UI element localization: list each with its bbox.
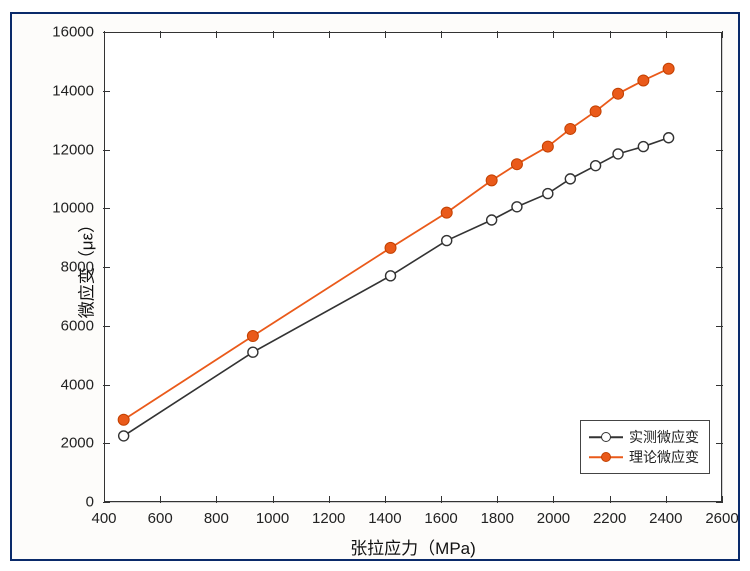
series-marker-0: [248, 347, 258, 357]
series-line-0: [124, 138, 669, 436]
series-marker-1: [542, 141, 553, 152]
x-tick-top: [610, 31, 611, 38]
series-marker-1: [247, 331, 258, 342]
series-marker-0: [664, 133, 674, 143]
y-tick-label: 14000: [52, 82, 94, 99]
legend-item: 实测微应变: [589, 427, 699, 447]
x-tick-top: [273, 31, 274, 38]
series-marker-0: [565, 174, 575, 184]
y-tick-label: 12000: [52, 141, 94, 158]
series-marker-1: [511, 159, 522, 170]
y-tick: [103, 32, 110, 33]
legend-item: 理论微应变: [589, 447, 699, 467]
y-tick-right: [716, 32, 723, 33]
legend-label: 理论微应变: [629, 447, 699, 467]
y-tick-right: [716, 326, 723, 327]
y-tick-label: 6000: [61, 317, 94, 334]
series-marker-1: [590, 106, 601, 117]
x-tick-top: [329, 31, 330, 38]
series-marker-1: [118, 414, 129, 425]
series-marker-1: [565, 123, 576, 134]
x-axis-label: 张拉应力（MPa): [350, 534, 476, 559]
plot-area: 微应变（με） 张拉应力（MPa) 实测微应变理论微应变 40060080010…: [104, 32, 722, 502]
legend-swatch: [589, 427, 623, 447]
x-tick-top: [497, 31, 498, 38]
x-tick-top: [216, 31, 217, 38]
legend-swatch: [589, 447, 623, 467]
x-tick-label: 2400: [649, 510, 682, 527]
series-line-1: [124, 69, 669, 420]
y-tick-label: 8000: [61, 259, 94, 276]
legend-label: 实测微应变: [629, 427, 699, 447]
chart-frame: 微应变（με） 张拉应力（MPa) 实测微应变理论微应变 40060080010…: [10, 12, 740, 561]
x-tick: [160, 496, 161, 503]
series-marker-0: [512, 202, 522, 212]
x-tick: [273, 496, 274, 503]
series-marker-1: [638, 75, 649, 86]
x-tick: [329, 496, 330, 503]
x-tick-label: 2600: [705, 510, 738, 527]
legend: 实测微应变理论微应变: [580, 420, 710, 474]
x-tick: [216, 496, 217, 503]
y-tick-label: 10000: [52, 200, 94, 217]
y-tick: [103, 91, 110, 92]
y-tick-right: [716, 267, 723, 268]
y-tick-right: [716, 502, 723, 503]
x-tick: [497, 496, 498, 503]
x-tick-label: 1600: [424, 510, 457, 527]
x-tick: [666, 496, 667, 503]
y-tick-label: 0: [86, 494, 94, 511]
series-marker-1: [613, 88, 624, 99]
y-tick: [103, 443, 110, 444]
series-marker-0: [591, 161, 601, 171]
series-marker-1: [663, 63, 674, 74]
y-tick: [103, 208, 110, 209]
x-tick: [385, 496, 386, 503]
y-tick-label: 4000: [61, 376, 94, 393]
y-tick: [103, 502, 110, 503]
series-marker-1: [385, 242, 396, 253]
series-marker-0: [638, 142, 648, 152]
y-tick-right: [716, 443, 723, 444]
x-tick-label: 1400: [368, 510, 401, 527]
series-marker-1: [441, 207, 452, 218]
x-tick-top: [441, 31, 442, 38]
y-tick-right: [716, 208, 723, 209]
grid-line-h: [104, 502, 722, 503]
x-tick-label: 1200: [312, 510, 345, 527]
series-marker-0: [543, 189, 553, 199]
y-tick-label: 2000: [61, 435, 94, 452]
y-tick-right: [716, 150, 723, 151]
y-tick: [103, 150, 110, 151]
x-tick-top: [385, 31, 386, 38]
series-marker-1: [486, 175, 497, 186]
y-tick: [103, 385, 110, 386]
x-tick-top: [666, 31, 667, 38]
x-tick-top: [553, 31, 554, 38]
x-tick-top: [160, 31, 161, 38]
y-tick: [103, 267, 110, 268]
x-tick-label: 2000: [537, 510, 570, 527]
x-tick: [441, 496, 442, 503]
series-marker-0: [119, 431, 129, 441]
y-tick: [103, 326, 110, 327]
series-marker-0: [613, 149, 623, 159]
series-marker-0: [442, 236, 452, 246]
x-tick: [610, 496, 611, 503]
series-marker-0: [386, 271, 396, 281]
x-tick-label: 1800: [481, 510, 514, 527]
x-tick-label: 2200: [593, 510, 626, 527]
x-tick-label: 400: [91, 510, 116, 527]
x-tick-label: 800: [204, 510, 229, 527]
y-tick-right: [716, 91, 723, 92]
x-tick-label: 1000: [256, 510, 289, 527]
x-tick-label: 600: [148, 510, 173, 527]
y-tick-label: 16000: [52, 24, 94, 41]
x-tick: [553, 496, 554, 503]
series-marker-0: [487, 215, 497, 225]
y-tick-right: [716, 385, 723, 386]
